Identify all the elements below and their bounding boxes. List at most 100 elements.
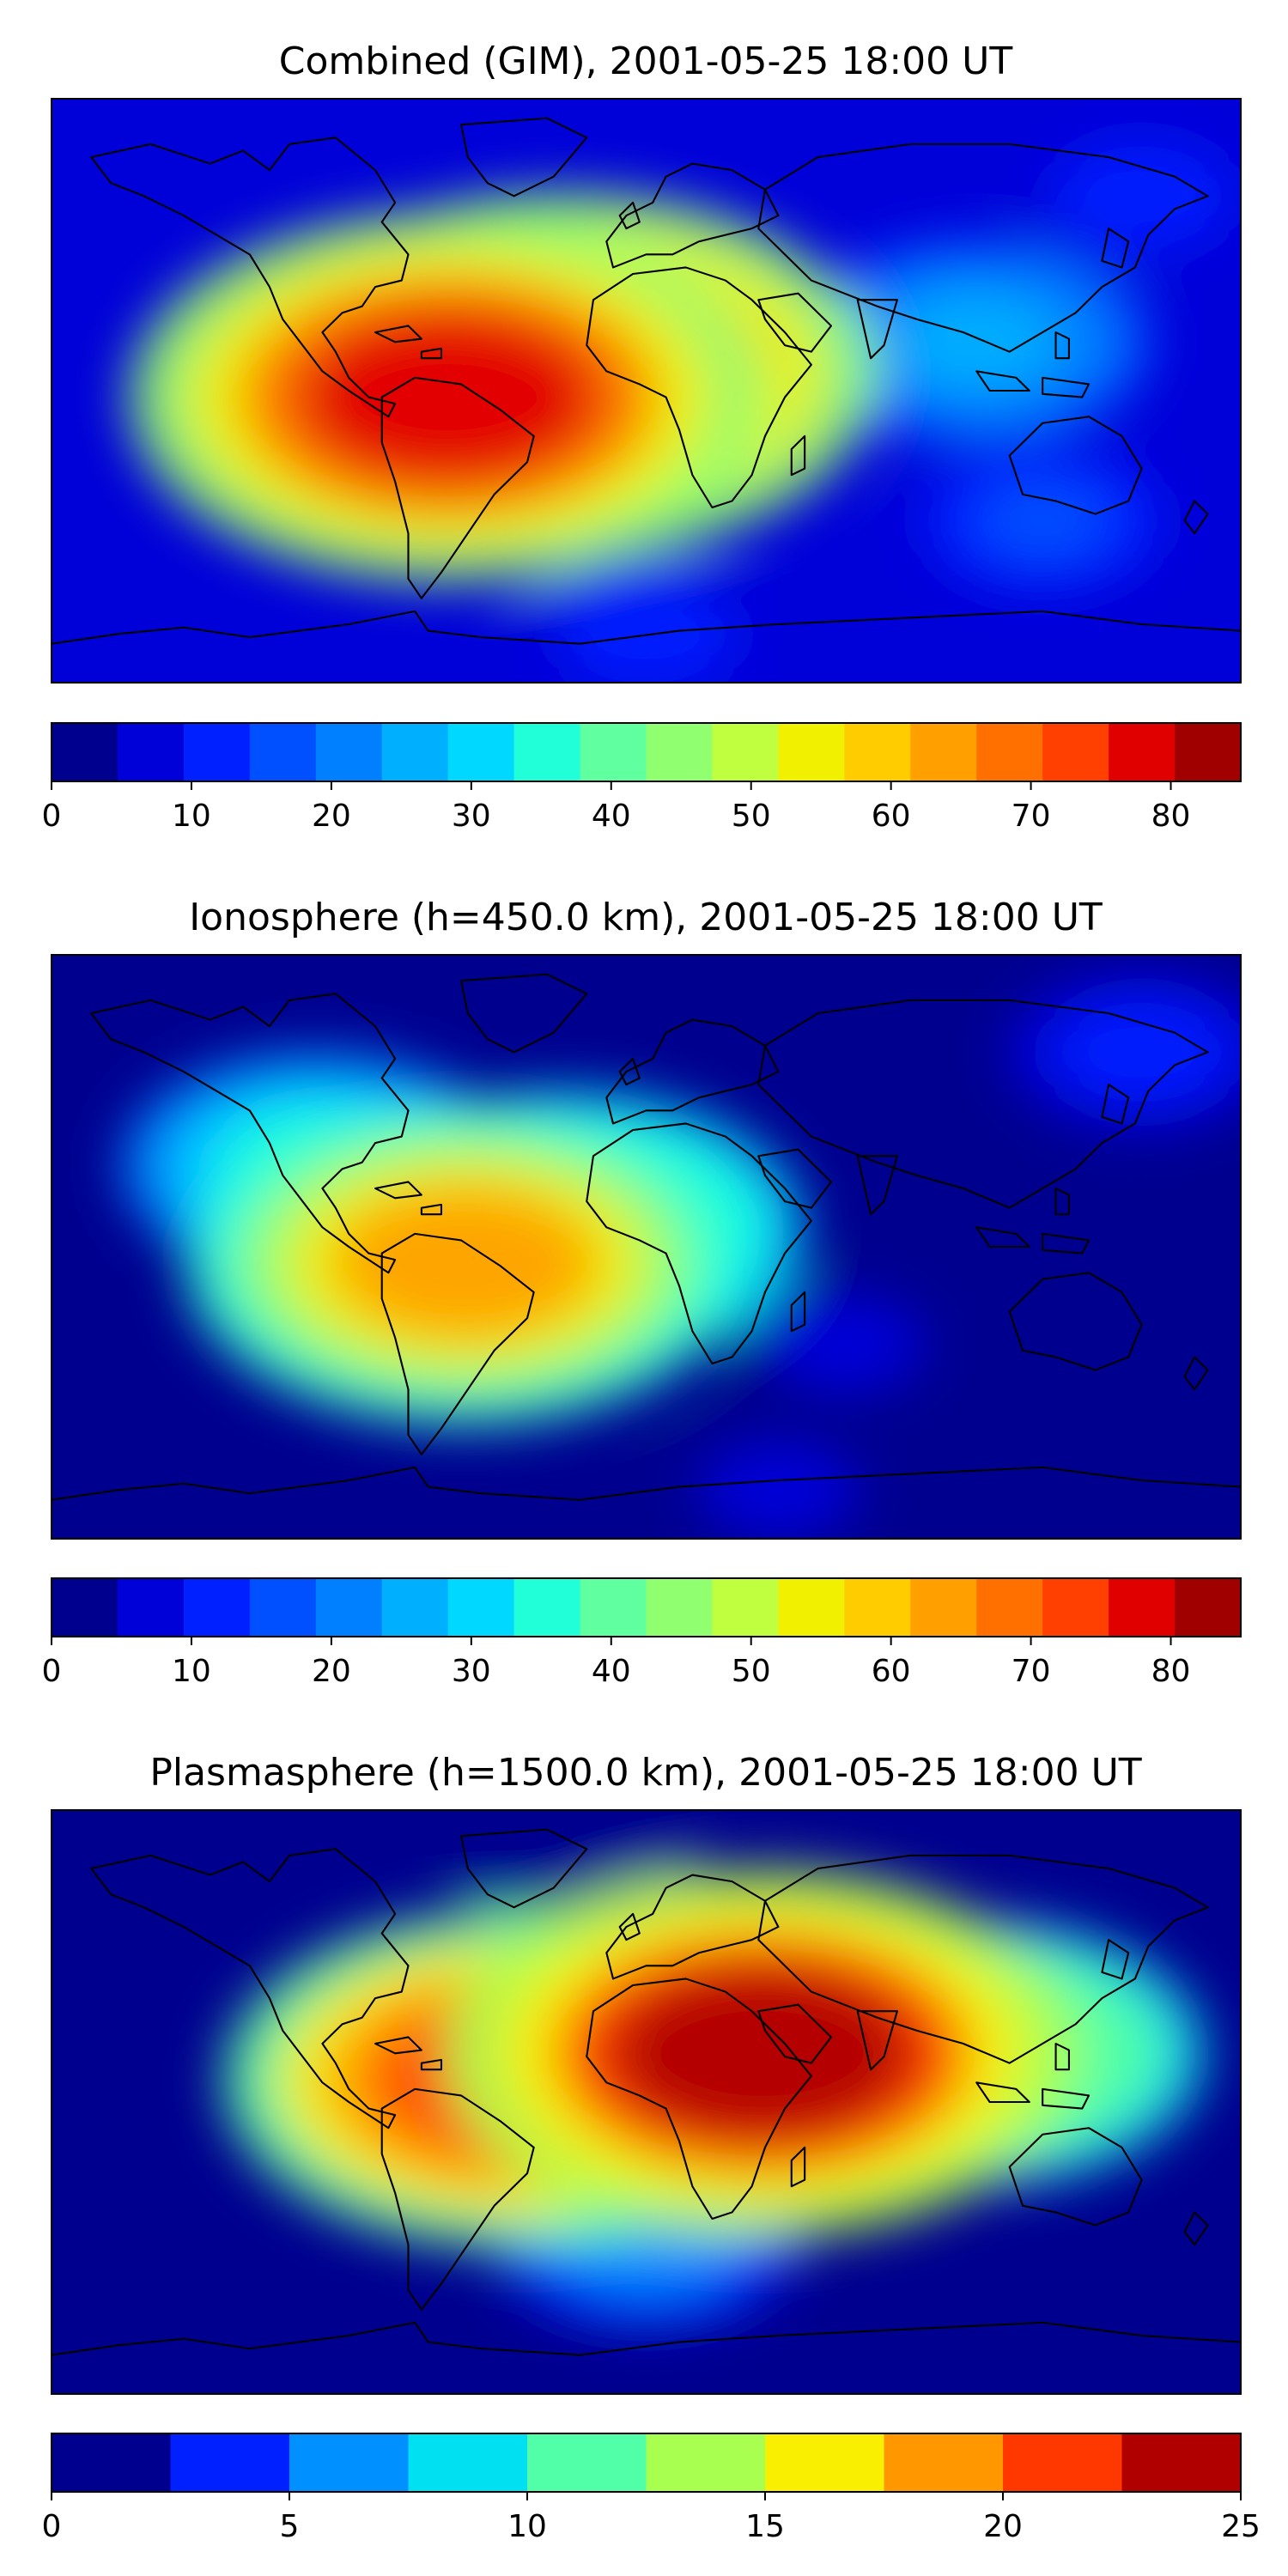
colorbar-segment (52, 2433, 172, 2492)
colorbar-segment (408, 2433, 528, 2492)
panel-3-contour-fields (223, 1810, 1205, 2394)
colorbar-segment (712, 1578, 779, 1637)
colorbar-segment (381, 723, 449, 781)
colorbar-frame (51, 722, 1242, 782)
colorbar-frame (51, 1577, 1242, 1637)
panel-1-map-frame (51, 98, 1242, 683)
colorbar-segment (1042, 1578, 1109, 1637)
colorbar-tick-label: 25 (1221, 2509, 1261, 2544)
panel-2-title: Ionosphere (h=450.0 km), 2001-05-25 18:0… (189, 896, 1103, 939)
colorbar-segment (1121, 2433, 1242, 2492)
colorbar-segment (1109, 1578, 1176, 1637)
colorbar-tick-label: 40 (592, 799, 631, 834)
panel-1-map (52, 99, 1241, 683)
colorbar-segment (315, 1578, 383, 1637)
contour-region (1021, 1248, 1130, 1311)
colorbar-segment (765, 2433, 885, 2492)
contour-region (721, 1457, 835, 1523)
colorbar-segment (447, 723, 515, 781)
colorbar-segment (976, 1578, 1043, 1637)
colorbar-tick-label: 10 (172, 799, 211, 834)
colorbar-tick-label: 70 (1012, 1654, 1051, 1689)
colorbar-segment (52, 723, 118, 781)
colorbar-segment (513, 723, 581, 781)
colorbar-segment (315, 723, 383, 781)
colorbar-tick-label: 0 (42, 799, 62, 834)
contour-region (296, 309, 599, 485)
contour-region (582, 597, 710, 671)
colorbar-segment (646, 1578, 714, 1637)
colorbar-segment (381, 1578, 449, 1637)
colorbar-tick-label: 5 (280, 2509, 300, 2544)
colorbar-tick-label: 60 (872, 799, 911, 834)
colorbar-tick-label: 20 (312, 1654, 351, 1689)
colorbar-segment (170, 2433, 290, 2492)
panel-1-colorbar: 0 10 20 30 40 50 60 70 80 (42, 722, 1242, 834)
colorbar-tick-label: 10 (507, 2509, 547, 2544)
colorbar-segment (527, 2433, 647, 2492)
colorbar-segment (910, 1578, 977, 1637)
colorbar-tick-label: 15 (745, 2509, 785, 2544)
colorbar-segment (976, 723, 1043, 781)
contour-region (1078, 1015, 1206, 1090)
contour-region (611, 1965, 913, 2141)
colorbar-segment (778, 723, 845, 781)
colorbar-tick-label: 20 (983, 2509, 1023, 2544)
colorbar-segment (1175, 723, 1242, 781)
colorbar-segment (117, 1578, 185, 1637)
colorbar-tick-label: 70 (1012, 799, 1051, 834)
panel-2-map (52, 955, 1241, 1539)
colorbar-segment (183, 723, 251, 781)
colorbar-segment (712, 723, 779, 781)
colorbar-segment (580, 1578, 647, 1637)
colorbar-segment (183, 1578, 251, 1637)
contour-region (975, 481, 1110, 560)
colorbar-segment (52, 1578, 118, 1637)
contour-region (1078, 159, 1206, 234)
colorbar-segment (844, 1578, 911, 1637)
colorbar-tick-label: 50 (732, 799, 771, 834)
panel-2-map-frame (51, 954, 1242, 1540)
panel-2-colorbar: 0 10 20 30 40 50 60 70 80 (42, 1577, 1242, 1689)
colorbar-tick-label: 10 (172, 1654, 211, 1689)
colorbar-segment (1109, 723, 1176, 781)
colorbar-tick-label: 60 (872, 1654, 911, 1689)
colorbar-segment (910, 723, 977, 781)
colorbar-tick-label: 40 (592, 1654, 631, 1689)
colorbar-segment (289, 2433, 410, 2492)
colorbar-segment (1003, 2433, 1123, 2492)
panel-1-title: Combined (GIM), 2001-05-25 18:00 UT (279, 39, 1013, 83)
colorbar-segment (646, 2433, 766, 2492)
colorbar-tick-label: 30 (452, 1654, 491, 1689)
colorbar-tick-label: 20 (312, 799, 351, 834)
panel-1-contour-fields (129, 118, 1241, 683)
panel-3-colorbar: 0 5 10 15 20 25 (42, 2433, 1261, 2544)
colorbar-segment (884, 2433, 1004, 2492)
colorbar-segment (778, 1578, 845, 1637)
colorbar-tick-label: 0 (42, 1654, 62, 1689)
panel-3-map (52, 1810, 1241, 2394)
colorbar-frame (51, 2433, 1242, 2493)
colorbar-segment (580, 723, 647, 781)
colorbar-segment (447, 1578, 515, 1637)
colorbar-segment (249, 1578, 317, 1637)
colorbar-segment (117, 723, 185, 781)
contour-region (331, 1186, 598, 1340)
colorbar-segment (646, 723, 714, 781)
panel-2-contour-fields (120, 974, 1241, 1539)
colorbar-tick-label: 30 (452, 799, 491, 834)
colorbar-tick-label: 80 (1151, 1654, 1191, 1689)
colorbar-segment (249, 723, 317, 781)
colorbar-segment (844, 723, 911, 781)
panel-3-title: Plasmasphere (h=1500.0 km), 2001-05-25 1… (149, 1751, 1141, 1795)
colorbar-tick-label: 0 (42, 2509, 62, 2544)
colorbar-segment (1042, 723, 1109, 781)
contour-region (892, 293, 1060, 391)
panel-3-map-frame (51, 1809, 1242, 2395)
colorbar-tick-label: 50 (732, 1654, 771, 1689)
colorbar-segment (513, 1578, 581, 1637)
colorbar-tick-label: 80 (1151, 799, 1191, 834)
colorbar-segment (1175, 1578, 1242, 1637)
